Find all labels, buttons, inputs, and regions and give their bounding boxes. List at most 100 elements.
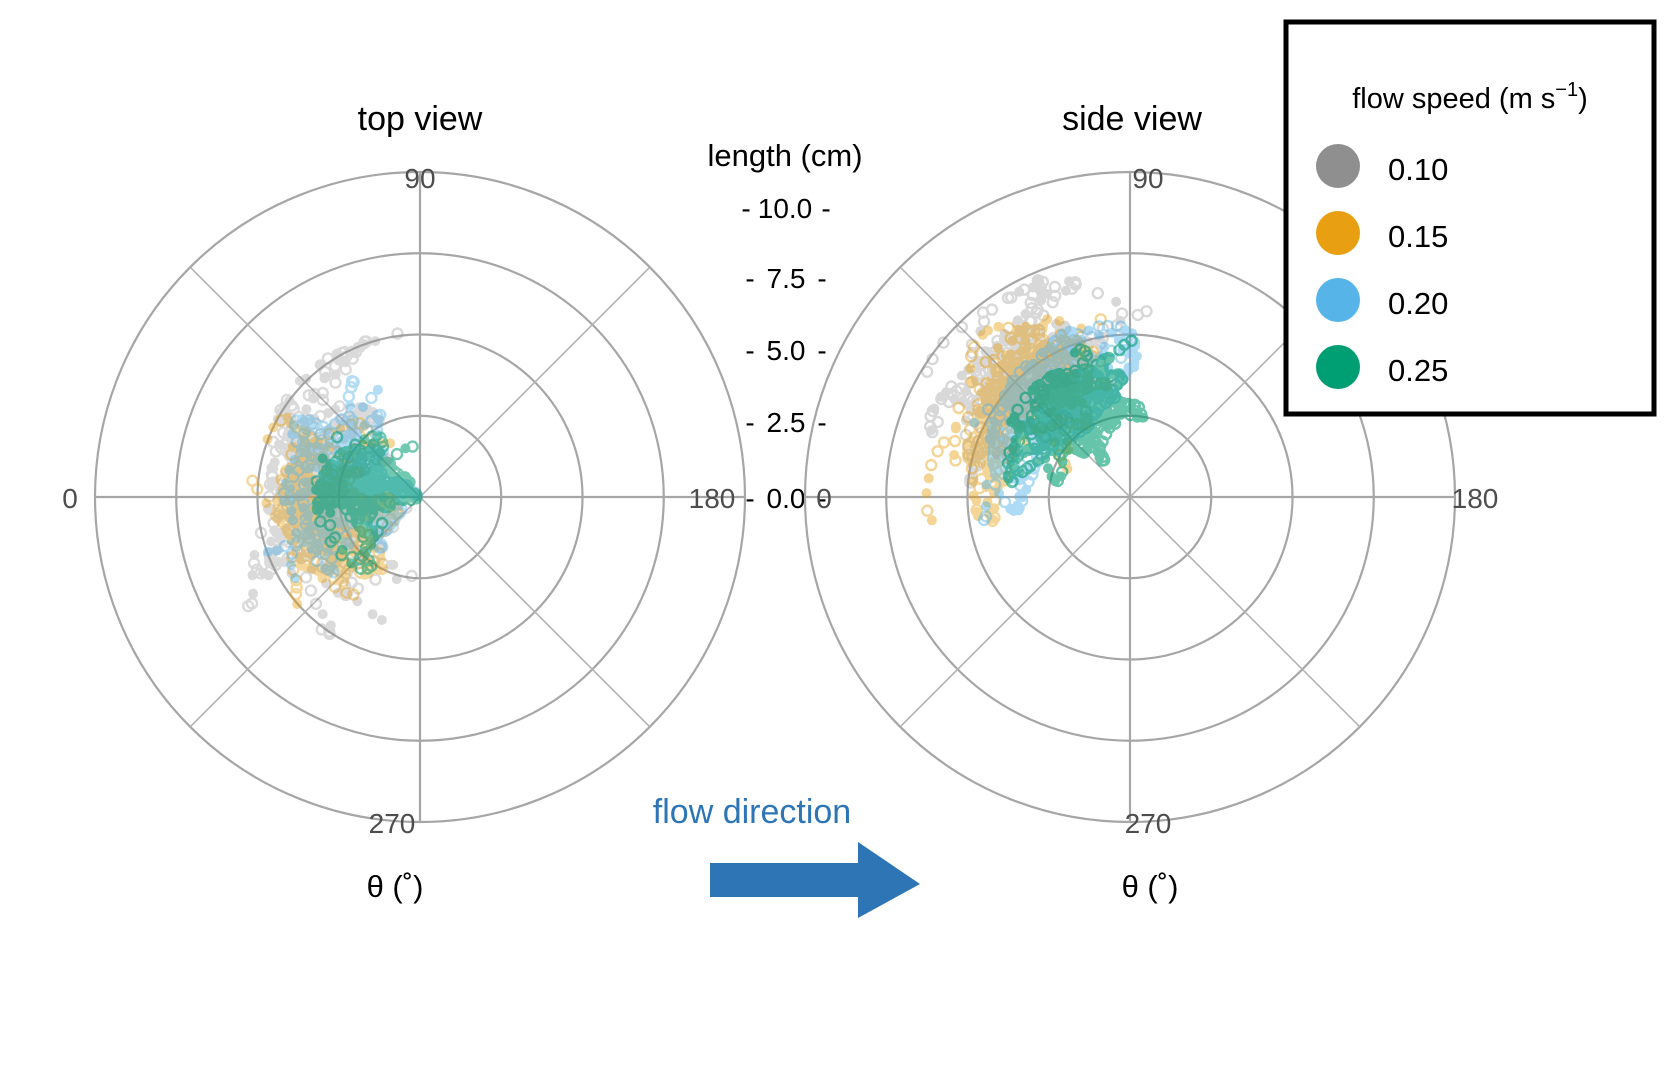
data-point	[281, 551, 294, 565]
data-point	[290, 539, 303, 552]
data-point	[290, 481, 301, 492]
data-point	[287, 501, 301, 514]
data-point	[320, 563, 334, 576]
data-point	[294, 504, 305, 515]
data-point	[310, 554, 324, 568]
data-point	[302, 527, 316, 540]
data-point	[273, 556, 284, 567]
data-point	[306, 550, 317, 561]
data-point	[315, 359, 326, 370]
legend-swatch-icon-1	[1316, 211, 1360, 255]
data-point	[299, 447, 312, 461]
data-point	[296, 482, 310, 495]
data-point	[321, 578, 332, 589]
data-point	[299, 540, 310, 551]
data-point	[317, 528, 328, 539]
data-point	[303, 484, 314, 494]
data-point	[286, 505, 297, 516]
data-point	[287, 402, 300, 415]
data-point	[274, 478, 288, 491]
data-point	[359, 434, 370, 445]
data-point	[319, 440, 332, 453]
data-point	[302, 428, 313, 439]
data-point	[269, 457, 280, 468]
data-point	[292, 520, 303, 531]
data-point	[295, 453, 306, 464]
data-point	[336, 575, 349, 588]
data-point	[305, 453, 318, 466]
data-point	[293, 492, 306, 506]
data-point	[330, 557, 343, 571]
data-point	[282, 442, 293, 453]
data-point	[291, 461, 304, 474]
data-point	[310, 563, 321, 574]
data-point	[294, 551, 305, 562]
data-point	[298, 549, 312, 563]
data-point	[290, 573, 301, 584]
data-point	[277, 516, 290, 530]
data-point	[302, 510, 313, 521]
data-point	[299, 489, 310, 500]
data-point	[287, 515, 298, 526]
data-point	[284, 470, 297, 483]
data-point	[306, 417, 319, 431]
data-point	[299, 422, 313, 435]
data-point	[355, 342, 366, 353]
data-point	[287, 533, 300, 546]
data-point	[299, 481, 312, 494]
data-point	[299, 571, 313, 584]
data-point	[291, 491, 302, 501]
data-point	[356, 405, 369, 418]
angle-tick-270-top-view: 270	[369, 808, 416, 839]
data-point	[375, 541, 389, 554]
data-point	[281, 436, 294, 449]
data-point	[316, 557, 329, 570]
data-point	[391, 574, 402, 585]
data-point	[315, 516, 326, 527]
data-point	[296, 447, 307, 458]
data-point	[329, 359, 342, 373]
data-point	[311, 461, 322, 472]
data-point	[293, 491, 303, 502]
data-point	[295, 447, 308, 460]
data-point	[332, 348, 343, 359]
data-point	[349, 427, 363, 440]
data-point	[304, 441, 314, 452]
data-point	[296, 499, 307, 510]
data-point	[336, 413, 350, 427]
data-point	[291, 460, 305, 473]
data-point	[284, 473, 295, 484]
data-point	[290, 435, 303, 449]
data-point	[274, 414, 288, 427]
data-point	[1054, 316, 1065, 326]
data-point	[316, 386, 329, 400]
radial-tick-dash-left-0: -	[745, 483, 754, 514]
data-point	[391, 327, 404, 340]
data-point	[311, 445, 325, 459]
data-point	[308, 448, 319, 458]
data-point	[298, 427, 311, 440]
data-point	[311, 541, 324, 555]
data-point	[338, 527, 352, 540]
data-point	[326, 555, 336, 566]
data-point	[338, 567, 351, 580]
data-point	[291, 496, 302, 507]
data-point	[304, 463, 315, 473]
data-point	[303, 541, 314, 551]
data-point	[1057, 456, 1068, 467]
data-point	[352, 341, 363, 352]
data-point	[322, 425, 333, 436]
data-point	[313, 442, 326, 456]
radial-tick-dash-right-7-5: -	[817, 263, 826, 294]
data-point	[359, 339, 370, 350]
data-point	[286, 560, 297, 570]
data-point	[294, 529, 305, 540]
data-point	[302, 529, 313, 540]
data-point	[327, 565, 340, 579]
data-point	[301, 525, 314, 539]
data-point	[375, 562, 388, 576]
data-point	[295, 490, 306, 501]
data-point	[339, 579, 352, 592]
data-point	[301, 413, 314, 426]
data-point	[331, 349, 342, 359]
